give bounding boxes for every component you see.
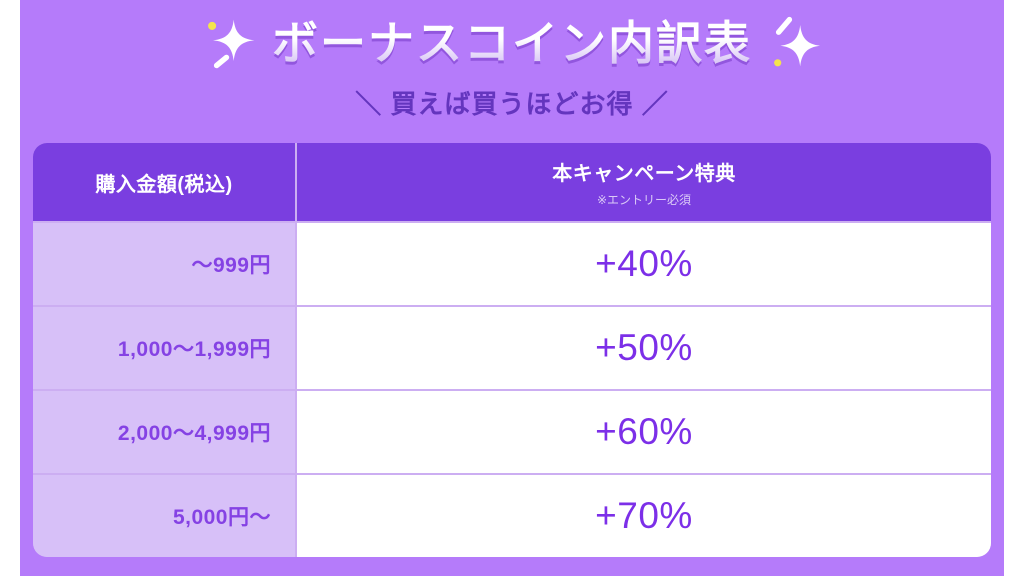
sparkle-icon: [208, 19, 255, 69]
page-title: ボーナスコイン内訳表: [272, 16, 752, 69]
column-header-benefit-note: ※エントリー必須: [596, 192, 692, 207]
column-header-amount-label: 購入金額(税込): [95, 173, 233, 196]
column-header-benefit-label: 本キャンペーン特典: [552, 162, 736, 185]
amount-cell: 2,000～4,999円: [33, 391, 295, 473]
bonus-cell: +60%: [297, 391, 991, 473]
bonus-cell: +50%: [297, 307, 991, 389]
bonus-cell: +70%: [297, 475, 991, 557]
campaign-panel: ボーナスコイン内訳表 ＼ 買えば買うほどお得 ／ 購入金額(税込) 本キャンペー…: [20, 0, 1004, 576]
column-header-benefit: 本キャンペーン特典 ※エントリー必須: [297, 143, 991, 221]
amount-cell: 5,000円～: [33, 475, 295, 557]
bonus-cell: +40%: [297, 223, 991, 305]
column-header-amount: 購入金額(税込): [33, 143, 295, 221]
amount-cell: 1,000～1,999円: [33, 307, 295, 389]
title-row: ボーナスコイン内訳表: [20, 13, 1004, 73]
bonus-coin-table: 購入金額(税込) 本キャンペーン特典 ※エントリー必須 ～999円 +40% 1…: [33, 143, 991, 557]
sparkle-icon: [774, 16, 820, 67]
amount-cell: ～999円: [33, 223, 295, 305]
page-subtitle: ＼ 買えば買うほどお得 ／: [355, 89, 669, 119]
